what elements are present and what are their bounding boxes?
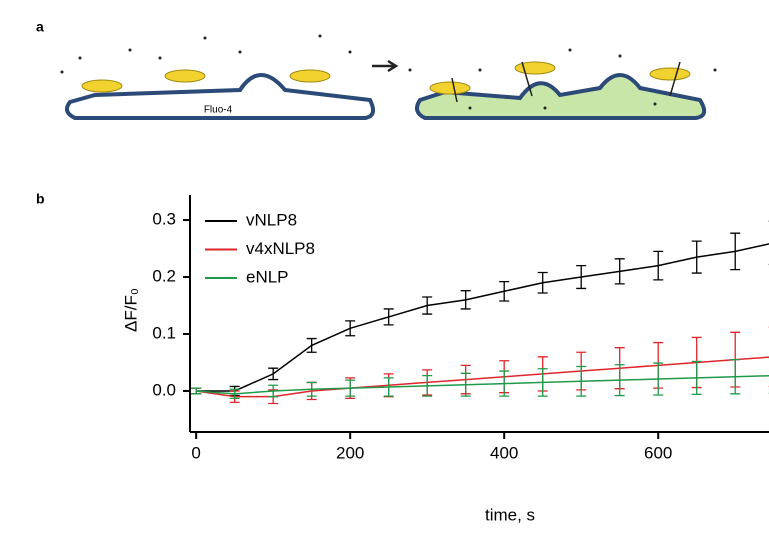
y-axis-label: ΔF/F₀ xyxy=(121,288,140,332)
x-tick-label: 600 xyxy=(644,443,672,462)
legend-label: v4xNLP8 xyxy=(246,239,315,258)
y-tick-label: 0.3 xyxy=(152,210,176,229)
y-tick-label: 0.2 xyxy=(152,267,176,286)
legend-label: vNLP8 xyxy=(246,210,297,229)
series-line xyxy=(196,374,769,394)
y-tick-label: 0.1 xyxy=(152,323,176,342)
x-axis-label: time, s xyxy=(485,505,535,524)
x-tick-label: 200 xyxy=(336,443,364,462)
x-tick-label: 0 xyxy=(191,443,200,462)
panel-label: b xyxy=(36,191,45,207)
x-tick-label: 400 xyxy=(490,443,518,462)
y-tick-label: 0.0 xyxy=(152,380,176,399)
legend-label: eNLP xyxy=(246,267,289,286)
schematic xyxy=(61,35,717,119)
panel-label: a xyxy=(36,19,44,35)
schematic-label: Fluo-4 xyxy=(204,105,233,116)
